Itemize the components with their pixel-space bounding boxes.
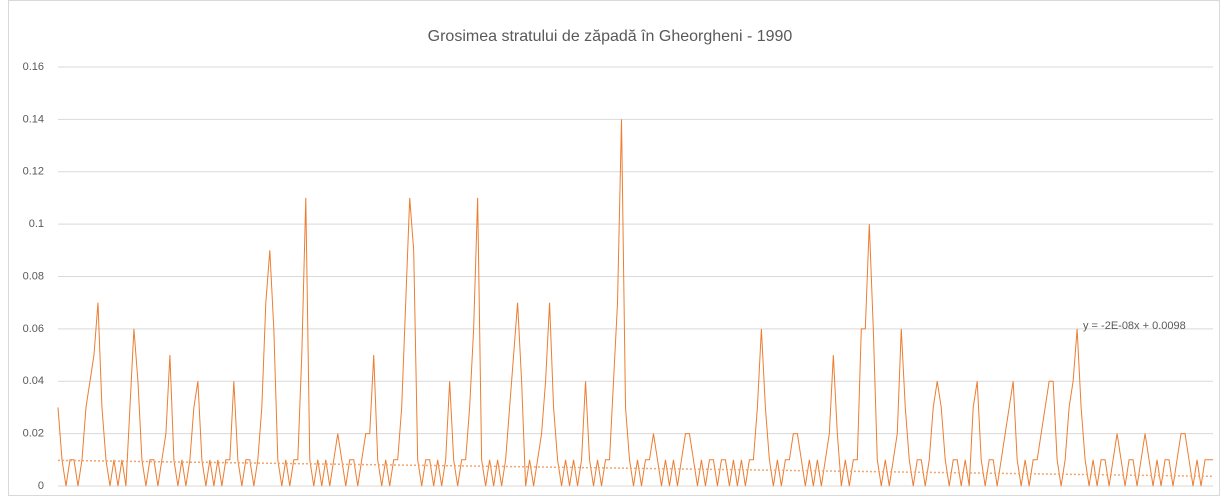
chart-title: Grosimea stratului de zăpadă în Gheorghe…	[428, 28, 793, 45]
data-line	[57, 119, 1213, 487]
y-tick-label: 0.1	[29, 218, 44, 230]
trendline	[57, 459, 1214, 478]
trendline-equation: y = -2E-08x + 0.0098	[1083, 320, 1186, 332]
y-tick-label: 0.02	[23, 428, 44, 440]
y-tick-label: 0.16	[23, 61, 44, 73]
y-tick-label: 0.04	[23, 375, 44, 387]
y-tick-label: 0.08	[23, 270, 44, 282]
y-tick-label: 0.12	[23, 166, 44, 178]
y-tick-label: 0.06	[23, 323, 44, 335]
y-tick-label: 0	[38, 480, 44, 492]
y-tick-label: 0.14	[23, 113, 44, 125]
chart-border	[8, 0, 1220, 496]
